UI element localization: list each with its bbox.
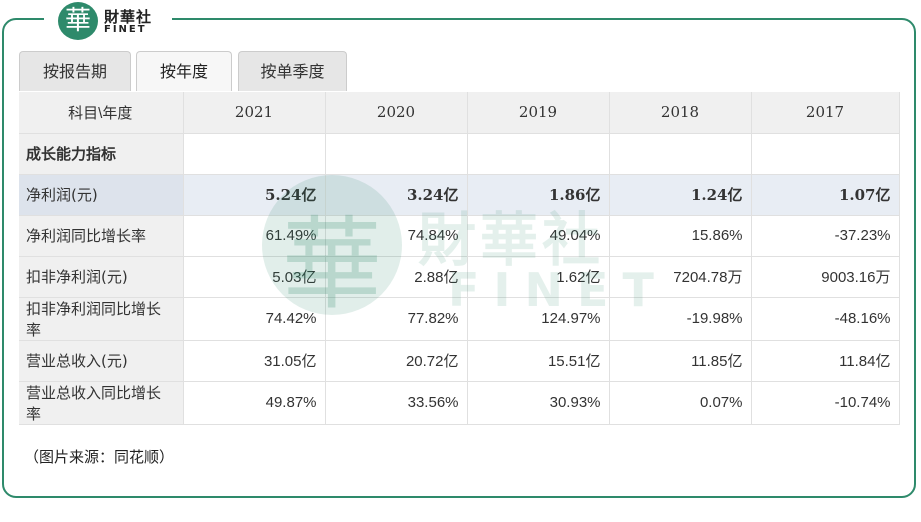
value-cell: 61.49%: [183, 215, 326, 257]
row-label: 营业总收入同比增长率: [19, 381, 184, 425]
value-cell: 5.03亿: [183, 256, 326, 298]
value-cell: -19.98%: [609, 297, 752, 341]
header-cell-year: 2017: [751, 92, 900, 134]
table-row: 扣非净利润(元) 5.03亿 2.88亿 1.62亿 7204.78万 9003…: [19, 256, 900, 298]
section-label: 成长能力指标: [19, 133, 184, 175]
finet-logo-icon: 華: [58, 2, 98, 40]
logo-name-cn: 財華社: [104, 8, 153, 26]
value-cell: 20.72亿: [325, 340, 468, 382]
value-cell: 33.56%: [325, 381, 468, 425]
row-label: 净利润同比增长率: [19, 215, 184, 257]
value-cell: 15.86%: [609, 215, 752, 257]
value-cell: 15.51亿: [467, 340, 610, 382]
value-cell: 30.93%: [467, 381, 610, 425]
table-header-row: 科目\年度 2021 2020 2019 2018 2017: [19, 92, 900, 134]
value-cell: -37.23%: [751, 215, 900, 257]
value-cell: 1.62亿: [467, 256, 610, 298]
empty-cell: [325, 133, 468, 175]
period-tabs: 按报告期 按年度 按单季度: [19, 51, 899, 91]
value-cell: 11.84亿: [751, 340, 900, 382]
header-cell-year: 2020: [325, 92, 468, 134]
table-row: 营业总收入同比增长率 49.87% 33.56% 30.93% 0.07% -1…: [19, 381, 900, 425]
value-cell: 11.85亿: [609, 340, 752, 382]
logo-name-en: FINET: [104, 24, 147, 35]
row-label: 扣非净利润同比增长率: [19, 297, 184, 341]
header-cell-year: 2021: [183, 92, 326, 134]
value-cell: 49.04%: [467, 215, 610, 257]
header-cell-item: 科目\年度: [19, 92, 184, 134]
value-cell: 9003.16万: [751, 256, 900, 298]
value-cell: 77.82%: [325, 297, 468, 341]
row-label: 扣非净利润(元): [19, 256, 184, 298]
image-source-note: （图片来源：同花顺）: [24, 448, 175, 466]
value-cell: 1.86亿: [467, 174, 610, 216]
header-cell-year: 2018: [609, 92, 752, 134]
table-row: 营业总收入(元) 31.05亿 20.72亿 15.51亿 11.85亿 11.…: [19, 340, 900, 382]
row-label: 净利润(元): [19, 174, 184, 216]
value-cell: 49.87%: [183, 381, 326, 425]
value-cell: 5.24亿: [183, 174, 326, 216]
value-cell: 1.24亿: [609, 174, 752, 216]
tab-by-report-period[interactable]: 按报告期: [19, 51, 131, 91]
table-row: 扣非净利润同比增长率 74.42% 77.82% 124.97% -19.98%…: [19, 297, 900, 341]
empty-cell: [751, 133, 900, 175]
value-cell: 3.24亿: [325, 174, 468, 216]
value-cell: -10.74%: [751, 381, 900, 425]
empty-cell: [467, 133, 610, 175]
section-row: 成长能力指标: [19, 133, 900, 175]
empty-cell: [609, 133, 752, 175]
value-cell: 1.07亿: [751, 174, 900, 216]
value-cell: 74.84%: [325, 215, 468, 257]
tab-by-quarter[interactable]: 按单季度: [238, 51, 347, 91]
value-cell: -48.16%: [751, 297, 900, 341]
empty-cell: [183, 133, 326, 175]
table-row: 净利润(元) 5.24亿 3.24亿 1.86亿 1.24亿 1.07亿: [19, 174, 900, 216]
row-label: 营业总收入(元): [19, 340, 184, 382]
value-cell: 74.42%: [183, 297, 326, 341]
value-cell: 31.05亿: [183, 340, 326, 382]
value-cell: 7204.78万: [609, 256, 752, 298]
tab-by-year[interactable]: 按年度: [136, 51, 232, 91]
value-cell: 2.88亿: [325, 256, 468, 298]
value-cell: 124.97%: [467, 297, 610, 341]
table-row: 净利润同比增长率 61.49% 74.84% 49.04% 15.86% -37…: [19, 215, 900, 257]
financial-table: 科目\年度 2021 2020 2019 2018 2017 成长能力指标 净利…: [19, 92, 900, 425]
header-cell-year: 2019: [467, 92, 610, 134]
value-cell: 0.07%: [609, 381, 752, 425]
